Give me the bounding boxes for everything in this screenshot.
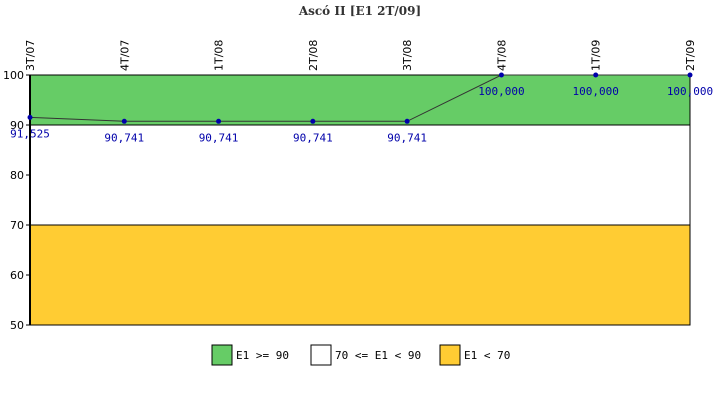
chart-title: Ascó II [E1 2T/09] [298,4,421,18]
x-tick-label-4: 3T/08 [401,40,414,71]
band-1 [29,124,691,226]
y-tick-label-3: 80 [10,169,24,182]
data-label-5: 100,000 [478,85,524,98]
data-point-0 [27,114,33,120]
x-tick-label-3: 2T/08 [307,40,320,71]
y-tick-label-1: 60 [10,269,24,282]
legend-swatch-1 [310,344,332,366]
data-point-6 [593,72,599,78]
data-label-1: 90,741 [104,131,144,144]
data-label-2: 90,741 [199,131,239,144]
legend-label-0: E1 >= 90 [236,349,289,362]
x-tick-label-7: 2T/09 [684,40,697,71]
y-tick-label-2: 70 [10,219,24,232]
data-label-6: 100,000 [573,85,619,98]
legend-swatch-2 [439,344,461,366]
data-point-3 [310,118,316,124]
x-tick-label-2: 1T/08 [213,40,226,71]
y-tick-label-4: 90 [10,119,24,132]
data-label-0: 91,525 [10,127,50,140]
data-point-2 [216,118,222,124]
data-label-7: 100,000 [667,85,713,98]
x-tick-label-6: 1T/09 [590,40,603,71]
x-tick-label-0: 3T/07 [24,40,37,71]
data-point-1 [121,118,127,124]
legend-swatch-0 [211,344,233,366]
data-label-4: 90,741 [387,131,427,144]
x-tick-label-5: 4T/08 [495,40,508,71]
legend-label-1: 70 <= E1 < 90 [335,349,421,362]
legend: E1 >= 90 70 <= E1 < 90 E1 < 70 [211,344,510,366]
band-0 [29,74,691,126]
data-point-5 [498,72,504,78]
series-layer: 91,525 90,741 90,741 90,741 90,741 100,000 100… [10,72,713,144]
data-point-4 [404,118,410,124]
series-line-0 [29,74,690,122]
bands-layer [29,74,691,326]
y-tick-label-0: 50 [10,319,24,332]
legend-label-2: E1 < 70 [464,349,510,362]
x-tick-label-1: 4T/07 [118,40,131,71]
y-tick-label-5: 100 [3,69,24,82]
band-2 [29,224,691,326]
data-point-7 [687,72,693,78]
data-label-3: 90,741 [293,131,333,144]
